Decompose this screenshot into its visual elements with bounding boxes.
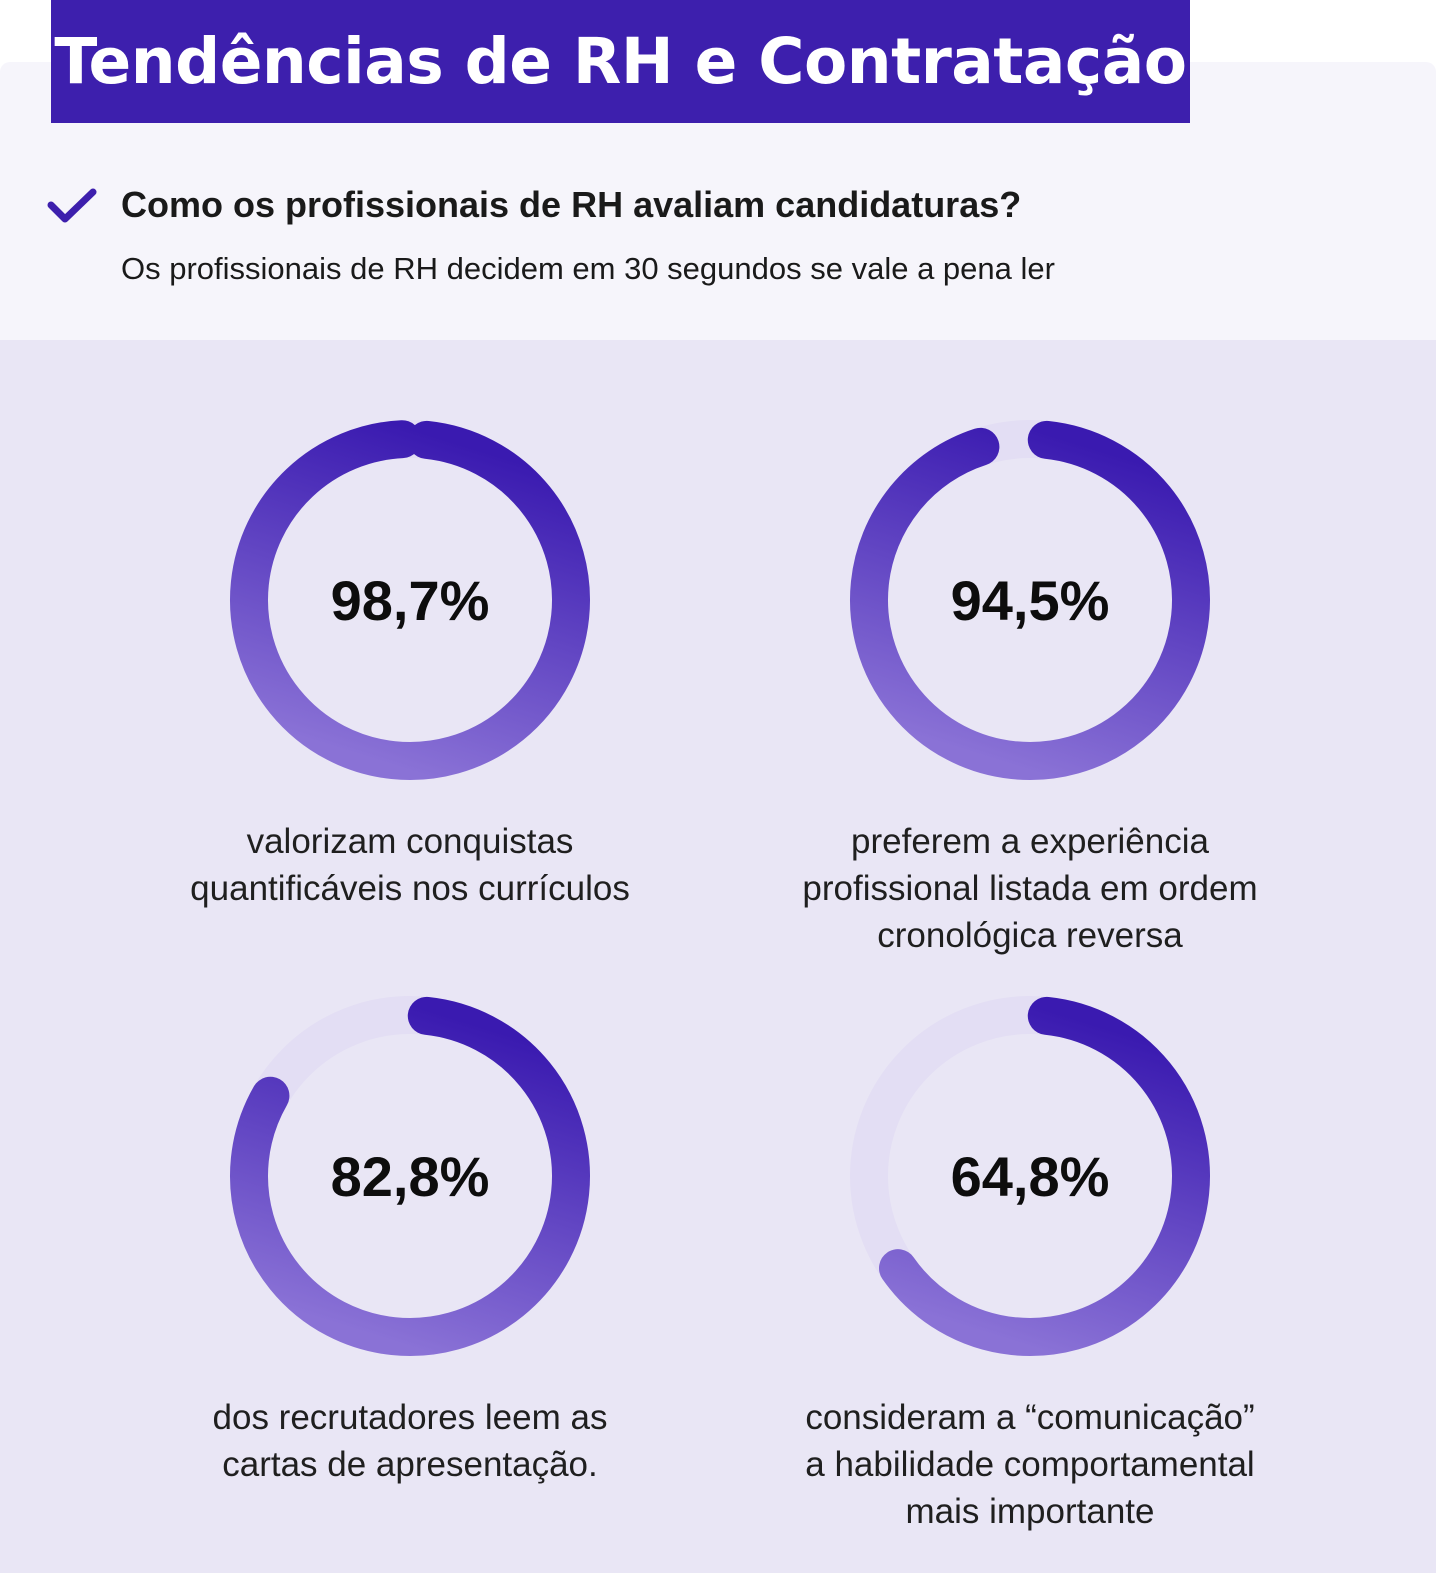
donut-arc — [850, 996, 1210, 1356]
donut-arc — [230, 420, 590, 780]
section-question: Como os profissionais de RH avaliam cand… — [121, 184, 1022, 225]
donut-chart: 98,7% — [230, 420, 590, 780]
donut-value-label: 64,8% — [951, 1145, 1110, 1208]
donut-chart: 94,5% — [850, 420, 1210, 780]
donut-arc — [230, 996, 590, 1356]
checkmark-icon — [47, 188, 97, 223]
title-banner: Tendências de RH e Contratação — [51, 0, 1190, 123]
stat-card: 94,5% preferem a experiência profissiona… — [720, 418, 1340, 959]
donut-value-label: 82,8% — [331, 1145, 490, 1208]
donut-chart: 82,8% — [230, 996, 590, 1356]
donut-value-label: 94,5% — [951, 569, 1110, 632]
stat-label: consideram a “comunicação” a habilidade … — [805, 1398, 1255, 1531]
stat-label: dos recrutadores leem as cartas de apres… — [212, 1398, 608, 1484]
donut-arc — [850, 420, 1210, 780]
stat-card: 98,7% valorizam conquistas quantificávei… — [100, 418, 720, 912]
stat-card: 82,8% dos recrutadores leem as cartas de… — [100, 994, 720, 1488]
section-subtitle: Os profissionais de RH decidem em 30 seg… — [121, 251, 1055, 286]
stat-card: 64,8% consideram a “comunicação” a habil… — [720, 994, 1340, 1535]
stat-label: valorizam conquistas quantificáveis nos … — [190, 822, 630, 908]
page-title: Tendências de RH e Contratação — [54, 25, 1187, 98]
donut-value-label: 98,7% — [331, 569, 490, 632]
donut-chart: 64,8% — [850, 996, 1210, 1356]
stat-label: preferem a experiência profissional list… — [802, 822, 1258, 955]
